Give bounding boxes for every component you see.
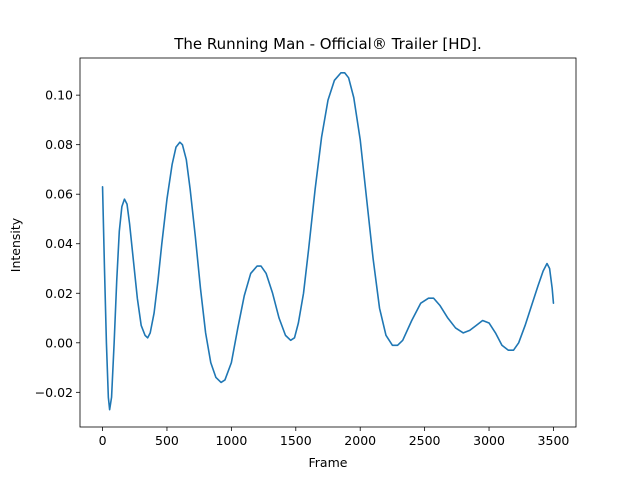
x-tick-label: 0 <box>99 433 107 448</box>
series-line-0 <box>101 72 555 411</box>
chart-title: The Running Man - Official® Trailer [HD]… <box>173 35 481 53</box>
y-axis-label: Intensity <box>8 217 23 272</box>
y-tick-label: 0.06 <box>45 187 73 202</box>
x-tick-label: 2500 <box>409 433 441 448</box>
plot-area <box>79 57 577 428</box>
y-axis-ticks: −0.02 0.00 0.02 0.04 0.06 0.08 0.10 <box>35 88 80 400</box>
x-tick-label: 3500 <box>538 433 570 448</box>
x-tick-label: 1500 <box>280 433 312 448</box>
x-axis-label: Frame <box>309 455 348 470</box>
y-tick-label: 0.04 <box>45 236 73 251</box>
x-tick-label: 2000 <box>344 433 376 448</box>
x-tick-label: 3000 <box>473 433 505 448</box>
y-tick-label: −0.02 <box>35 385 73 400</box>
x-axis-ticks: 0 500 1000 1500 2000 2500 3000 3500 <box>99 427 570 448</box>
y-tick-label: 0.00 <box>45 335 73 350</box>
y-tick-label: 0.02 <box>45 286 73 301</box>
y-tick-label: 0.10 <box>45 88 73 103</box>
x-tick-label: 1000 <box>215 433 247 448</box>
y-tick-label: 0.08 <box>45 137 73 152</box>
axes-frame <box>79 57 577 428</box>
x-tick-label: 500 <box>155 433 179 448</box>
